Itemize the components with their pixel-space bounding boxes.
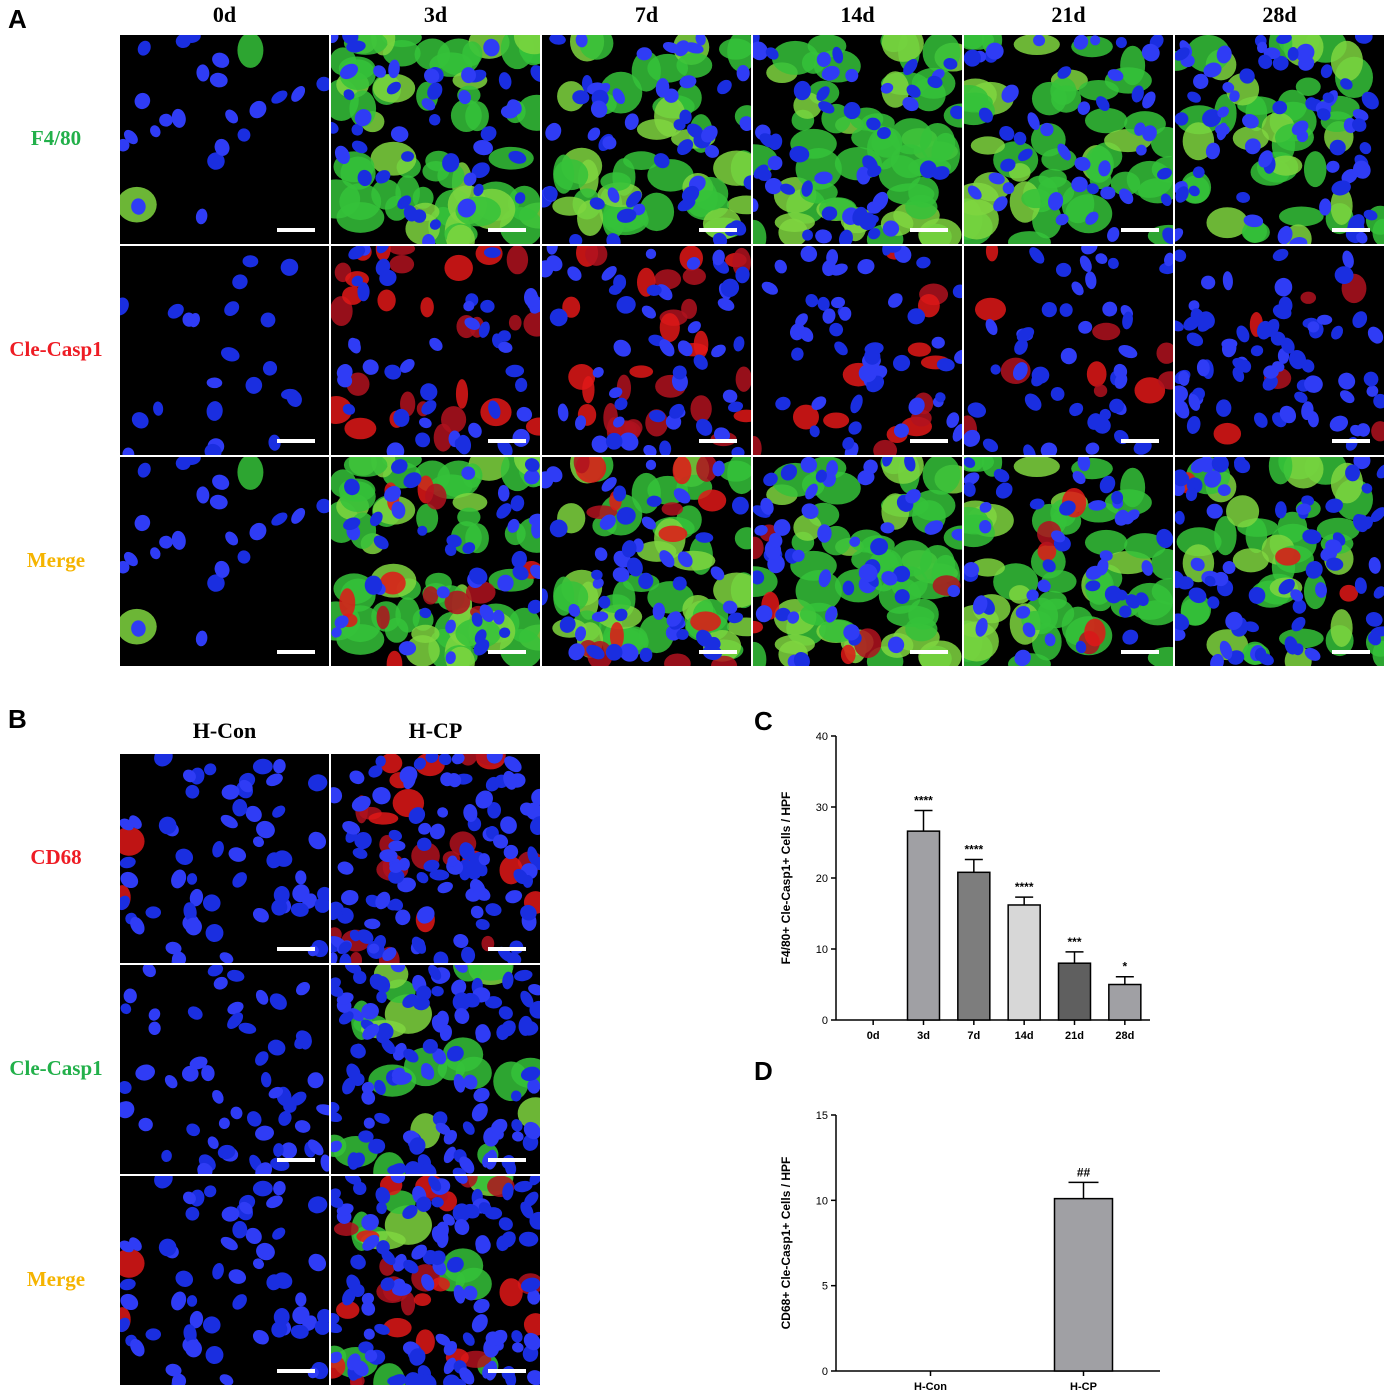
scale-bar — [910, 439, 948, 443]
scale-bar — [910, 228, 948, 232]
y-tick-label: 0 — [822, 1015, 828, 1027]
panel-a-row-label: Cle-Casp1 — [9, 336, 103, 361]
panel-a-row-label: Merge — [26, 547, 86, 572]
y-tick-label: 0 — [822, 1366, 828, 1378]
panel-a-letter: A — [8, 4, 27, 34]
y-axis-label: CD68+ Cle-Casp1+ Cells / HPF — [779, 1157, 793, 1330]
panel-b-row-label: Merge — [26, 1266, 86, 1291]
significance-label: **** — [914, 794, 933, 808]
panel-d-letter: D — [754, 1056, 773, 1086]
panel-a-micrograph — [542, 246, 751, 455]
bar — [1007, 904, 1041, 1021]
scale-bar — [910, 650, 948, 654]
panel-b-row-label: CD68 — [30, 844, 82, 869]
bar — [957, 871, 991, 1021]
scale-bar — [1332, 650, 1370, 654]
scale-bar — [699, 228, 737, 232]
panel-a-column-header: 3d — [423, 2, 448, 27]
y-axis-label: F4/80+ Cle-Casp1+ Cells / HPF — [779, 792, 793, 965]
panel-b-column-header: H-Con — [192, 718, 257, 743]
scale-bar — [1332, 439, 1370, 443]
panel-a-micrograph — [331, 246, 540, 455]
panel-a-micrograph — [542, 457, 751, 666]
panel-a-column-header: 0d — [212, 2, 237, 27]
scale-bar — [1121, 228, 1159, 232]
chart-c: 0 10 20 30 40 F4/80+ Cle-Casp1+ Cells / HPF 0d… — [779, 731, 1150, 1042]
panel-a-micrograph — [120, 246, 329, 455]
x-tick-label: H-CP — [1070, 1381, 1097, 1393]
panel-a-micrograph — [120, 457, 329, 666]
scale-bar — [699, 650, 737, 654]
y-tick-label: 10 — [816, 1195, 828, 1207]
scale-bar — [488, 228, 526, 232]
significance-label: **** — [964, 843, 983, 857]
panel-a-micrograph — [964, 457, 1173, 666]
scale-bar — [488, 650, 526, 654]
panel-a-column-header: 21d — [1051, 2, 1086, 27]
x-tick-label: 14d — [1015, 1030, 1034, 1042]
chart-d: 0 5 10 15 CD68+ Cle-Casp1+ Cells / HPF H-Con #… — [779, 1110, 1160, 1393]
scale-bar — [1121, 650, 1159, 654]
panel-a-micrograph — [120, 35, 329, 244]
panel-a-micrograph — [331, 35, 540, 244]
scale-bar — [1121, 439, 1159, 443]
scale-bar — [277, 228, 315, 232]
panel-b-micrograph — [120, 965, 329, 1174]
panel-a-micrograph — [753, 246, 962, 455]
scale-bar — [277, 1369, 315, 1373]
y-tick-label: 10 — [816, 944, 828, 956]
panel-a-micrograph — [964, 35, 1173, 244]
panel-b-micrograph — [120, 754, 329, 963]
y-tick-label: 20 — [816, 873, 828, 885]
bar — [1053, 1197, 1114, 1372]
panel-a-column-header: 7d — [634, 2, 659, 27]
panel-a-column-header: 14d — [840, 2, 875, 27]
scale-bar — [277, 650, 315, 654]
panel-b-micrograph — [120, 1176, 329, 1385]
bar — [906, 830, 941, 1021]
scale-bar — [488, 1369, 526, 1373]
panel-c-letter: C — [754, 706, 773, 736]
panel-a-column-header: 28d — [1262, 2, 1297, 27]
panel-b-micrograph — [331, 1176, 540, 1385]
significance-label: *** — [1067, 935, 1081, 949]
panel-a-micrograph — [753, 35, 962, 244]
scale-bar — [277, 1158, 315, 1162]
panel-a-micrograph — [1175, 246, 1384, 455]
panel-a-micrograph — [1175, 35, 1384, 244]
panel-b-column-header: H-CP — [408, 718, 463, 743]
y-tick-label: 15 — [816, 1110, 828, 1122]
scale-bar — [277, 439, 315, 443]
y-tick-label: 30 — [816, 802, 828, 814]
scale-bar — [277, 947, 315, 951]
panel-b-micrograph — [331, 754, 540, 963]
bar — [1057, 962, 1092, 1021]
y-tick-label: 5 — [822, 1281, 828, 1293]
scale-bar — [699, 439, 737, 443]
panel-a-micrograph — [964, 246, 1173, 455]
scale-bar — [488, 439, 526, 443]
panel-a-micrograph — [331, 457, 540, 666]
x-tick-label: 3d — [917, 1030, 930, 1042]
significance-label: **** — [1015, 880, 1034, 894]
panel-a-row-label: F4/80 — [30, 125, 82, 150]
scale-bar — [488, 947, 526, 951]
panel-a-micrograph — [542, 35, 751, 244]
panel-a-micrograph — [753, 457, 962, 666]
x-tick-label: 0d — [867, 1030, 880, 1042]
panel-b-micrograph — [331, 965, 540, 1174]
x-tick-label: 21d — [1065, 1030, 1084, 1042]
y-tick-label: 40 — [816, 731, 828, 743]
scale-bar — [488, 1158, 526, 1162]
panel-b-row-label: Cle-Casp1 — [9, 1055, 103, 1080]
scale-bar — [1332, 228, 1370, 232]
x-tick-label: 7d — [967, 1030, 980, 1042]
panel-a-micrograph — [1175, 457, 1384, 666]
significance-label: * — [1122, 960, 1127, 974]
significance-label: ## — [1077, 1165, 1091, 1179]
x-tick-label: H-Con — [914, 1381, 947, 1393]
x-tick-label: 28d — [1115, 1030, 1134, 1042]
bar — [1108, 983, 1142, 1021]
panel-b-letter: B — [8, 704, 27, 734]
